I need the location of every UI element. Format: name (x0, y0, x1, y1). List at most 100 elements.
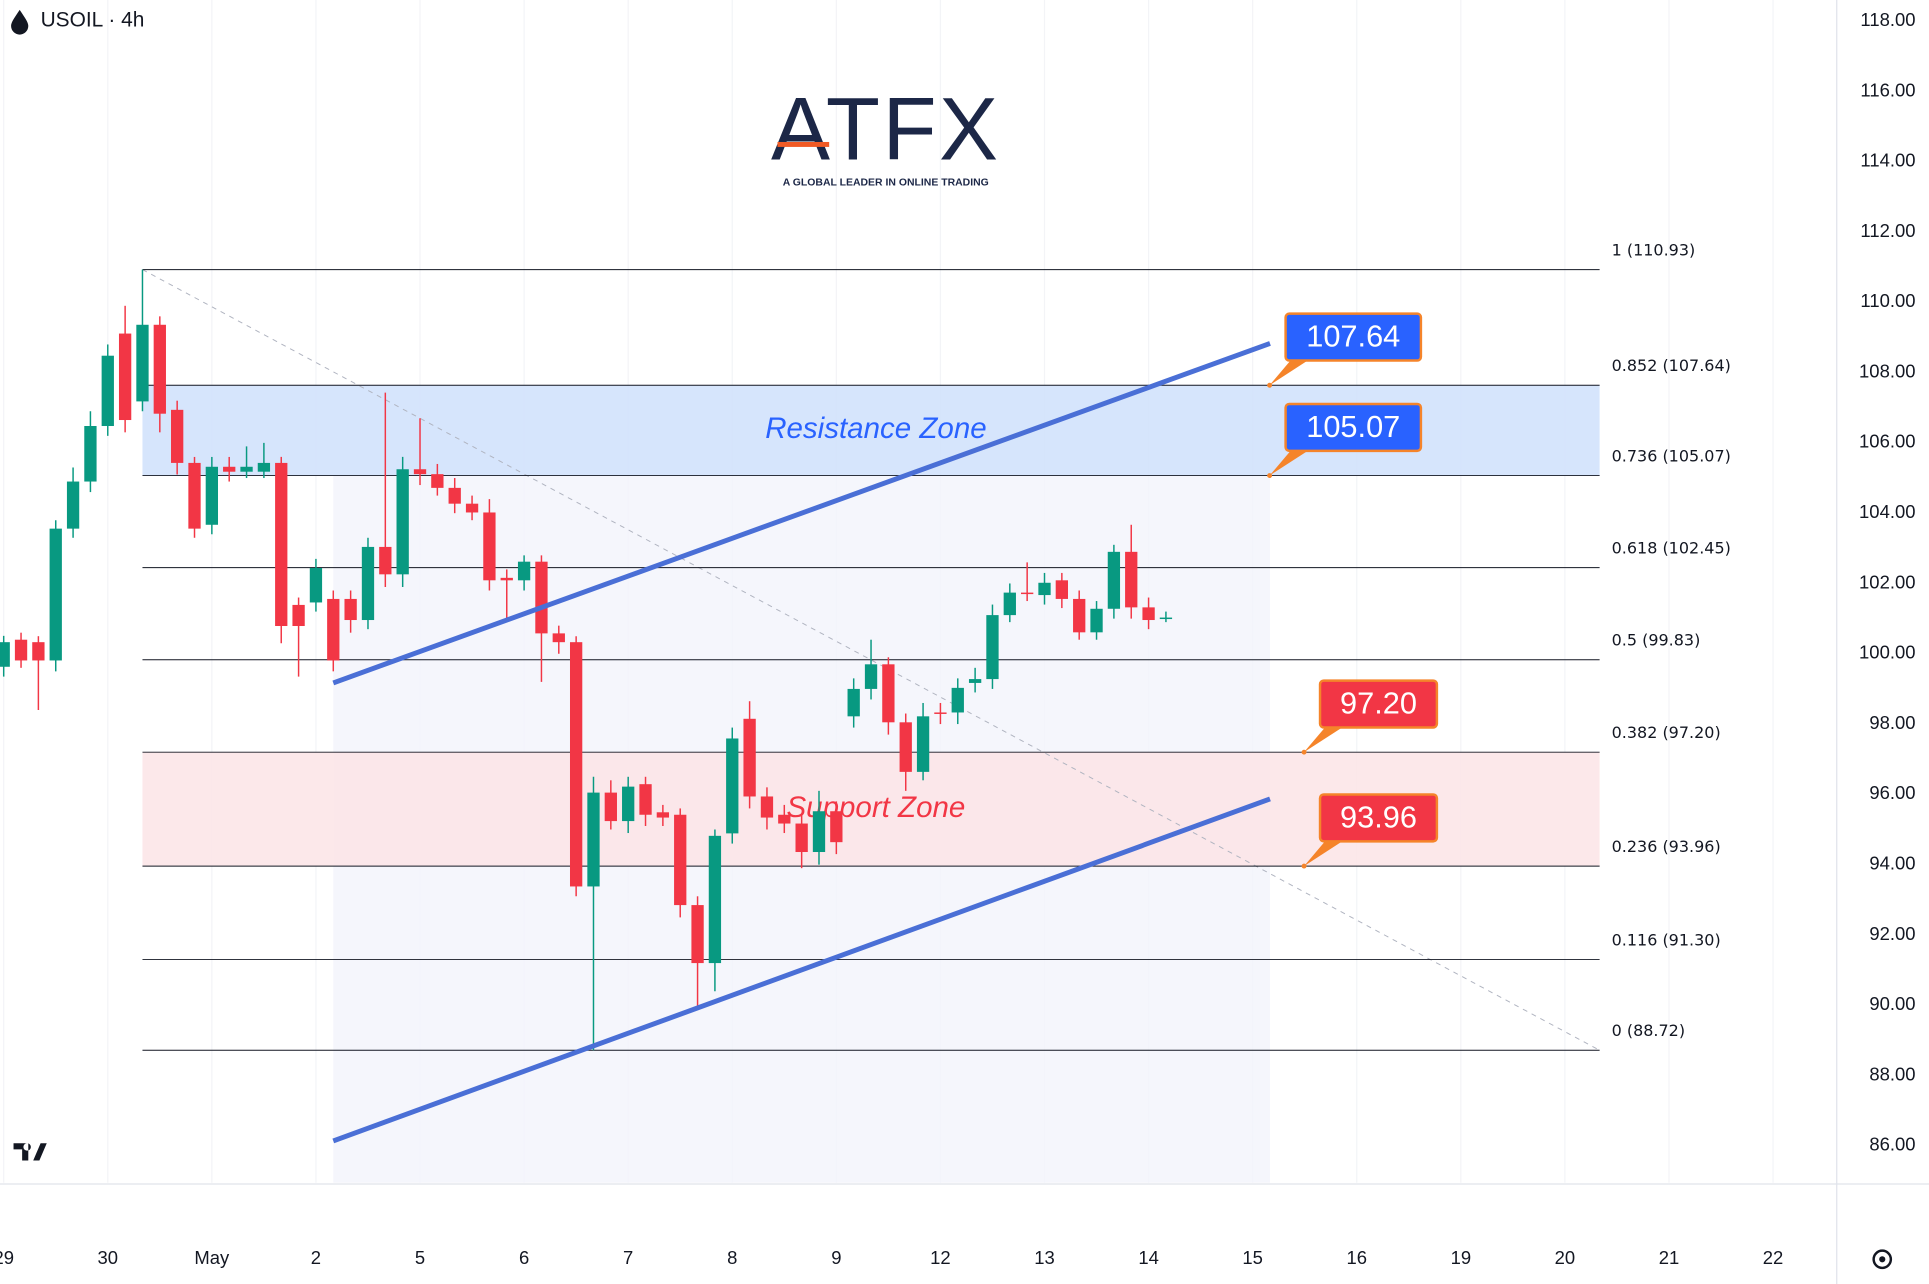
logo-accent (777, 141, 830, 147)
trendline (332, 796, 1271, 1144)
settings-icon-dot (1879, 1256, 1886, 1263)
candle-body (847, 688, 860, 717)
candle-body (864, 664, 878, 689)
x-tick-label: 16 (1346, 1247, 1367, 1268)
candle-body (899, 722, 912, 772)
x-tick-label: 19 (1451, 1247, 1472, 1268)
candle-body (0, 642, 10, 667)
candle-body (968, 679, 982, 683)
y-tick-label: 106.00 (1859, 431, 1915, 452)
candle-body (361, 546, 375, 621)
candle-body (1073, 598, 1086, 633)
y-tick-label: 90.00 (1869, 993, 1915, 1014)
callout-label: 105.07 (1306, 409, 1400, 444)
candle-body (569, 642, 583, 887)
candle-body (1038, 582, 1051, 596)
candle-body (327, 598, 340, 661)
candle-body (118, 333, 132, 421)
x-tick-label: 21 (1659, 1247, 1680, 1268)
settings-icon[interactable] (1872, 1249, 1893, 1270)
candle-body (344, 598, 357, 621)
candle-body (535, 561, 548, 634)
candle-body (812, 811, 826, 853)
candle-body (465, 503, 479, 513)
candle-body (587, 792, 600, 887)
candle-body (934, 712, 947, 714)
candle-body (448, 487, 461, 504)
trendlines (332, 341, 1271, 1144)
candle-body (674, 814, 687, 906)
callout-box (1284, 312, 1423, 362)
candle-body (1159, 617, 1173, 620)
y-tick-label: 114.00 (1860, 150, 1915, 171)
fib-levels: 1 (110.93) 0.852 (107.64) 0.736 (105.07) 0.… (142, 241, 1731, 1051)
candle-body (1090, 608, 1103, 633)
candle-body (830, 811, 843, 843)
x-tick-label: 20 (1555, 1247, 1576, 1268)
candle-body (691, 905, 704, 964)
candle-body (49, 528, 62, 661)
callout-anchor (1301, 863, 1307, 869)
y-tick-label: 86.00 (1869, 1134, 1915, 1155)
candle-body (1021, 592, 1034, 595)
x-tick-label: 30 (98, 1247, 119, 1268)
candle-body (743, 718, 756, 797)
candle-body (205, 466, 219, 525)
fib-label: 0.382 (97.20) (1612, 723, 1721, 742)
candle-body (188, 462, 201, 529)
y-tick-label: 100.00 (1859, 642, 1915, 663)
logo: ATFX (771, 79, 1001, 178)
x-tick-label: 13 (1034, 1247, 1055, 1268)
y-tick-label: 108.00 (1859, 360, 1915, 381)
candle-body (656, 812, 670, 818)
candle-body (14, 639, 28, 661)
callout-anchor (1267, 473, 1273, 479)
callout-anchor (1267, 382, 1273, 388)
candle-body (604, 792, 617, 822)
y-tick-label: 112.00 (1860, 220, 1915, 241)
tv-logo (13, 1143, 47, 1161)
candle-body (32, 642, 45, 661)
callout-label: 107.64 (1306, 318, 1400, 353)
callout-label: 97.20 (1340, 685, 1417, 720)
candle-body (101, 355, 114, 427)
x-tick-label: 7 (623, 1247, 633, 1268)
callout-box (1318, 793, 1439, 843)
candle-body (171, 409, 184, 463)
y-tick-label: 98.00 (1869, 712, 1915, 733)
candle-body (622, 786, 635, 822)
x-tick-label: 22 (1763, 1247, 1784, 1268)
y-tick-label: 102.00 (1859, 571, 1915, 592)
y-tick-label: 118.00 (1860, 9, 1915, 30)
x-tick-label: 8 (727, 1247, 737, 1268)
candle-body (66, 481, 80, 529)
candle-body (396, 469, 409, 575)
candles (0, 269, 1173, 1051)
candle-body (240, 466, 253, 472)
candle-body (257, 462, 271, 472)
candle-body (517, 561, 531, 581)
fib-label: 0.852 (107.64) (1612, 356, 1731, 375)
y-tick-label: 88.00 (1869, 1063, 1915, 1084)
fib-label: 0.5 (99.83) (1612, 631, 1701, 650)
callout-pointer (1269, 450, 1308, 476)
candle-body (1125, 551, 1138, 608)
y-tick-label: 110.00 (1860, 290, 1915, 311)
candle-body (778, 814, 791, 824)
x-tick-label: 6 (519, 1247, 529, 1268)
fib-label: 0.736 (105.07) (1612, 447, 1731, 466)
symbol-icon (11, 9, 29, 35)
callout-label: 93.96 (1340, 799, 1417, 834)
callout-box (1284, 402, 1423, 453)
fib-label: 0.618 (102.45) (1612, 539, 1731, 558)
candle-body (882, 664, 895, 723)
candle-body (483, 512, 496, 581)
x-tick-label: 14 (1138, 1247, 1159, 1268)
candle-body (552, 633, 565, 643)
fib-label: 0.236 (93.96) (1612, 837, 1721, 856)
callout-pointer (1304, 841, 1343, 867)
candle-body (1003, 592, 1016, 616)
symbol: USOIL · 4h (41, 8, 145, 31)
